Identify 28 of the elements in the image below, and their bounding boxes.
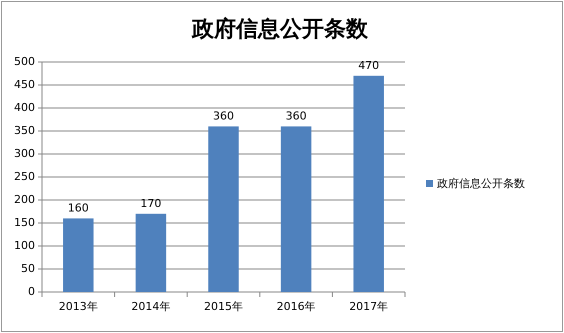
data-label: 170 [140, 196, 162, 210]
y-tick-label: 0 [28, 285, 35, 298]
y-tick-label: 100 [14, 239, 35, 252]
y-tick-label: 400 [14, 101, 35, 114]
legend-label: 政府信息公开条数 [437, 177, 525, 190]
x-tick-label: 2017年 [349, 300, 388, 313]
bar [280, 126, 312, 292]
y-tick-label: 350 [14, 124, 35, 138]
y-tick-label: 500 [14, 55, 35, 68]
y-tick-label: 200 [14, 193, 35, 206]
chart-title: 政府信息公开条数 [191, 16, 369, 41]
x-tick-label: 2016年 [276, 300, 316, 313]
data-label: 360 [213, 109, 234, 122]
bar [353, 76, 384, 292]
data-label: 360 [286, 109, 307, 122]
y-tick-label: 250 [14, 170, 35, 184]
y-tick-label: 50 [21, 262, 35, 276]
bar [208, 126, 239, 292]
bar [63, 218, 94, 292]
data-label: 470 [358, 58, 380, 72]
y-tick-label: 300 [14, 147, 35, 160]
bar [136, 214, 166, 292]
y-tick-label: 450 [14, 78, 35, 92]
x-tick-label: 2013年 [58, 300, 98, 313]
data-label: 160 [68, 201, 89, 214]
x-tick-label: 2014年 [131, 300, 170, 313]
x-tick-label: 2015年 [204, 300, 243, 313]
y-tick-label: 150 [14, 216, 35, 230]
